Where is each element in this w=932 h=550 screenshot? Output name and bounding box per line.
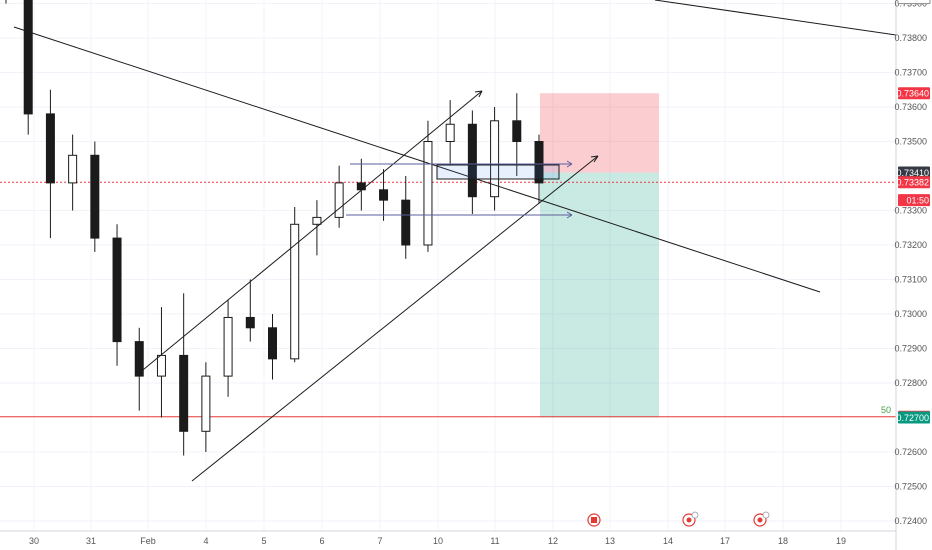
arrow-head <box>478 90 483 98</box>
price-tick-label: 0.72900 <box>894 344 927 354</box>
price-tick-label: 0.73700 <box>894 68 927 78</box>
candle-body <box>467 123 477 198</box>
time-tick-label: 14 <box>663 536 673 546</box>
price-tick-label: 0.72600 <box>894 447 927 457</box>
price-tick-label: 0.72800 <box>894 378 927 388</box>
time-tick-label: 4 <box>203 536 208 546</box>
supply-zone-box <box>436 164 560 180</box>
candle-body <box>512 120 522 143</box>
time-tick-label: 18 <box>778 536 788 546</box>
event-icon[interactable] <box>682 511 699 527</box>
time-tick-label: 17 <box>720 536 730 546</box>
candle-body <box>401 199 411 246</box>
price-tag-label: 01:50 <box>906 196 929 206</box>
price-tag <box>898 194 930 207</box>
candle-body <box>312 216 322 225</box>
price-tag <box>898 411 930 424</box>
economic-events <box>587 511 770 527</box>
price-tick-label: 0.73800 <box>894 33 927 43</box>
time-tick-label: 11 <box>490 536 499 546</box>
arrow-head <box>566 214 573 219</box>
candle-body <box>356 182 366 191</box>
candle-body <box>423 141 433 246</box>
candle-body <box>223 316 233 377</box>
price-tag-label: 0.73640 <box>896 89 929 99</box>
time-tick-label: 5 <box>261 536 266 546</box>
arrow-head <box>474 90 483 93</box>
candle-body <box>290 223 300 360</box>
candle-body <box>68 154 78 184</box>
arrow-head <box>566 163 573 168</box>
upper-trendline <box>654 0 897 36</box>
time-tick-label: 19 <box>836 536 846 546</box>
candle-body <box>245 316 255 329</box>
price-tick-label: 0.73300 <box>894 206 927 216</box>
arrow-head <box>566 160 573 165</box>
candle-body <box>156 354 166 377</box>
chart-grid <box>0 0 896 531</box>
canada-flag-icon[interactable] <box>587 513 601 527</box>
candle-body <box>45 113 55 184</box>
time-tick-label: Feb <box>140 536 156 546</box>
candle-body <box>134 341 144 377</box>
price-tick-label: 0.73500 <box>894 137 927 147</box>
time-tick-label: 6 <box>319 536 324 546</box>
arrow-head <box>590 155 599 158</box>
stop-loss-zone <box>540 93 659 173</box>
price-tick-label: 0.72500 <box>894 482 927 492</box>
candlestick-series <box>5 0 544 456</box>
descending-trendline <box>13 26 821 293</box>
time-tick-label: 30 <box>29 536 39 546</box>
time-tick-label: 7 <box>377 536 382 546</box>
candle-body <box>379 189 389 201</box>
trend-drawings <box>13 0 897 482</box>
price-tick-label: 0.73100 <box>894 275 927 285</box>
arrow-head <box>593 155 599 163</box>
time-axis-ticks: 30 31 Feb 4 5 6 7 10 11 12 13 14 17 18 19 <box>29 536 846 546</box>
time-tick-label: 31 <box>86 536 96 546</box>
level-label: 50 <box>881 405 891 415</box>
price-tick-label: 0.73200 <box>894 240 927 250</box>
price-tag <box>897 0 931 5</box>
channel-upper-line <box>137 90 483 375</box>
price-tag-label: 0.72700 <box>896 413 929 423</box>
arrow-head <box>566 211 573 216</box>
candle-body <box>179 354 189 432</box>
candle-body <box>490 120 500 198</box>
time-tick-label: 13 <box>605 536 615 546</box>
candle-body <box>90 154 100 239</box>
channel-lower-line <box>191 155 599 482</box>
candle-body <box>112 237 122 343</box>
price-tick-label: 0.73600 <box>894 102 927 112</box>
time-tick-label: 10 <box>433 536 443 546</box>
candle-body <box>268 327 277 360</box>
price-tag-label: 0.73382 <box>896 178 929 188</box>
price-tick-label: 0.73000 <box>894 309 927 319</box>
candle-body <box>534 141 544 184</box>
price-tag-label: 0.73917 <box>896 0 929 3</box>
candle-body <box>23 0 33 115</box>
candle-body <box>201 375 211 432</box>
take-profit-zone <box>540 172 659 418</box>
horizontal-levels: D250 <box>0 181 896 418</box>
time-tick-label: 12 <box>548 536 558 546</box>
price-tick-label: 0.73900 <box>894 0 927 9</box>
price-tag <box>898 87 930 100</box>
price-tag <box>898 176 930 189</box>
position-zones <box>540 93 659 418</box>
price-axis-ticks: 0.741000.740000.739000.738000.737000.736… <box>894 0 927 526</box>
candle-body <box>334 182 344 218</box>
price-tags: 0.739170.736400.734100.7338201:500.72702… <box>896 0 931 424</box>
price-tag-label: 0.73410 <box>896 168 929 178</box>
price-tag <box>898 166 930 179</box>
candle-body <box>445 123 455 142</box>
price-tick-label: 0.72400 <box>894 516 927 526</box>
event-icon[interactable] <box>753 511 770 527</box>
